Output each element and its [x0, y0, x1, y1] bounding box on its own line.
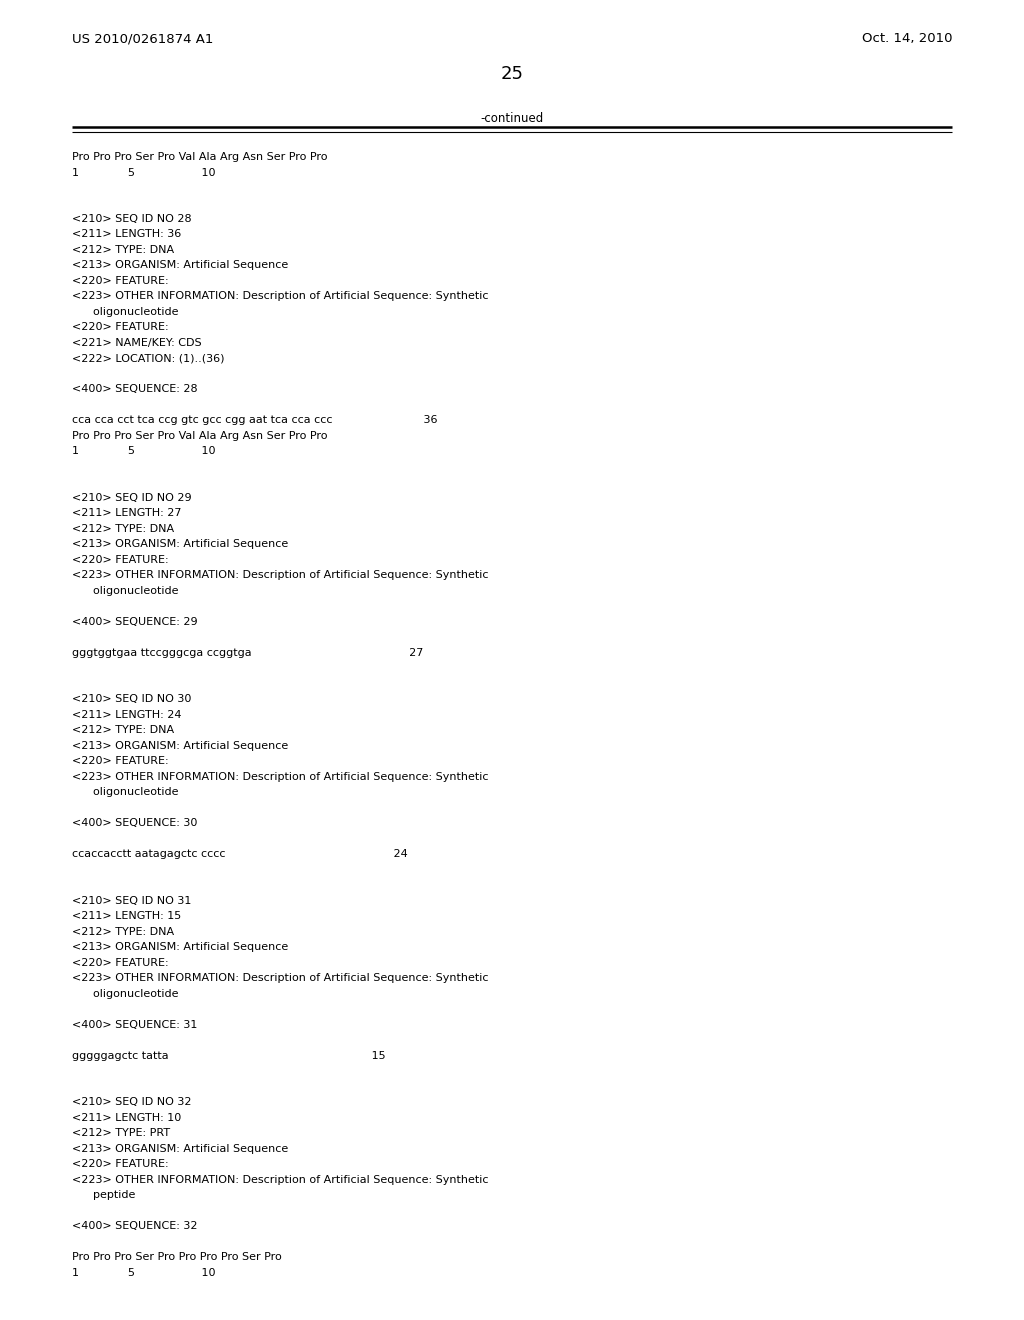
Text: <220> FEATURE:: <220> FEATURE: [72, 322, 169, 333]
Text: <400> SEQUENCE: 31: <400> SEQUENCE: 31 [72, 1020, 198, 1030]
Text: <223> OTHER INFORMATION: Description of Artificial Sequence: Synthetic: <223> OTHER INFORMATION: Description of … [72, 570, 488, 581]
Text: oligonucleotide: oligonucleotide [72, 788, 178, 797]
Text: <220> FEATURE:: <220> FEATURE: [72, 1159, 169, 1170]
Text: -continued: -continued [480, 112, 544, 125]
Text: peptide: peptide [72, 1191, 135, 1200]
Text: <220> FEATURE:: <220> FEATURE: [72, 554, 169, 565]
Text: <400> SEQUENCE: 28: <400> SEQUENCE: 28 [72, 384, 198, 395]
Text: <222> LOCATION: (1)..(36): <222> LOCATION: (1)..(36) [72, 354, 224, 363]
Text: <213> ORGANISM: Artificial Sequence: <213> ORGANISM: Artificial Sequence [72, 540, 288, 549]
Text: 1              5                   10: 1 5 10 [72, 1269, 215, 1278]
Text: <212> TYPE: DNA: <212> TYPE: DNA [72, 726, 174, 735]
Text: <212> TYPE: DNA: <212> TYPE: DNA [72, 246, 174, 255]
Text: <223> OTHER INFORMATION: Description of Artificial Sequence: Synthetic: <223> OTHER INFORMATION: Description of … [72, 973, 488, 983]
Text: <400> SEQUENCE: 32: <400> SEQUENCE: 32 [72, 1221, 198, 1232]
Text: <220> FEATURE:: <220> FEATURE: [72, 958, 169, 968]
Text: <213> ORGANISM: Artificial Sequence: <213> ORGANISM: Artificial Sequence [72, 260, 288, 271]
Text: <223> OTHER INFORMATION: Description of Artificial Sequence: Synthetic: <223> OTHER INFORMATION: Description of … [72, 292, 488, 301]
Text: Pro Pro Pro Ser Pro Val Ala Arg Asn Ser Pro Pro: Pro Pro Pro Ser Pro Val Ala Arg Asn Ser … [72, 432, 328, 441]
Text: oligonucleotide: oligonucleotide [72, 308, 178, 317]
Text: 1              5                   10: 1 5 10 [72, 446, 215, 457]
Text: <212> TYPE: DNA: <212> TYPE: DNA [72, 927, 174, 937]
Text: <223> OTHER INFORMATION: Description of Artificial Sequence: Synthetic: <223> OTHER INFORMATION: Description of … [72, 1175, 488, 1185]
Text: <400> SEQUENCE: 29: <400> SEQUENCE: 29 [72, 616, 198, 627]
Text: oligonucleotide: oligonucleotide [72, 586, 178, 597]
Text: <213> ORGANISM: Artificial Sequence: <213> ORGANISM: Artificial Sequence [72, 1144, 288, 1154]
Text: <210> SEQ ID NO 29: <210> SEQ ID NO 29 [72, 492, 191, 503]
Text: gggtggtgaa ttccgggcga ccggtga                                             27: gggtggtgaa ttccgggcga ccggtga 27 [72, 648, 423, 657]
Text: <211> LENGTH: 36: <211> LENGTH: 36 [72, 230, 181, 239]
Text: gggggagctc tatta                                                          15: gggggagctc tatta 15 [72, 1051, 386, 1061]
Text: Oct. 14, 2010: Oct. 14, 2010 [861, 32, 952, 45]
Text: <400> SEQUENCE: 30: <400> SEQUENCE: 30 [72, 818, 198, 829]
Text: <210> SEQ ID NO 28: <210> SEQ ID NO 28 [72, 214, 191, 224]
Text: <212> TYPE: DNA: <212> TYPE: DNA [72, 524, 174, 535]
Text: <211> LENGTH: 15: <211> LENGTH: 15 [72, 912, 181, 921]
Text: <223> OTHER INFORMATION: Description of Artificial Sequence: Synthetic: <223> OTHER INFORMATION: Description of … [72, 772, 488, 781]
Text: <210> SEQ ID NO 32: <210> SEQ ID NO 32 [72, 1097, 191, 1107]
Text: Pro Pro Pro Ser Pro Pro Pro Pro Ser Pro: Pro Pro Pro Ser Pro Pro Pro Pro Ser Pro [72, 1253, 282, 1262]
Text: 25: 25 [501, 65, 523, 83]
Text: ccaccacctt aatagagctc cccc                                                24: ccaccacctt aatagagctc cccc 24 [72, 850, 408, 859]
Text: oligonucleotide: oligonucleotide [72, 989, 178, 999]
Text: <211> LENGTH: 24: <211> LENGTH: 24 [72, 710, 181, 719]
Text: <213> ORGANISM: Artificial Sequence: <213> ORGANISM: Artificial Sequence [72, 942, 288, 953]
Text: <221> NAME/KEY: CDS: <221> NAME/KEY: CDS [72, 338, 202, 348]
Text: <211> LENGTH: 10: <211> LENGTH: 10 [72, 1113, 181, 1123]
Text: <210> SEQ ID NO 31: <210> SEQ ID NO 31 [72, 896, 191, 906]
Text: <211> LENGTH: 27: <211> LENGTH: 27 [72, 508, 181, 519]
Text: <213> ORGANISM: Artificial Sequence: <213> ORGANISM: Artificial Sequence [72, 741, 288, 751]
Text: <220> FEATURE:: <220> FEATURE: [72, 756, 169, 767]
Text: <210> SEQ ID NO 30: <210> SEQ ID NO 30 [72, 694, 191, 705]
Text: <212> TYPE: PRT: <212> TYPE: PRT [72, 1129, 170, 1138]
Text: US 2010/0261874 A1: US 2010/0261874 A1 [72, 32, 213, 45]
Text: cca cca cct tca ccg gtc gcc cgg aat tca cca ccc                          36: cca cca cct tca ccg gtc gcc cgg aat tca … [72, 416, 437, 425]
Text: 1              5                   10: 1 5 10 [72, 168, 215, 177]
Text: Pro Pro Pro Ser Pro Val Ala Arg Asn Ser Pro Pro: Pro Pro Pro Ser Pro Val Ala Arg Asn Ser … [72, 152, 328, 162]
Text: <220> FEATURE:: <220> FEATURE: [72, 276, 169, 286]
